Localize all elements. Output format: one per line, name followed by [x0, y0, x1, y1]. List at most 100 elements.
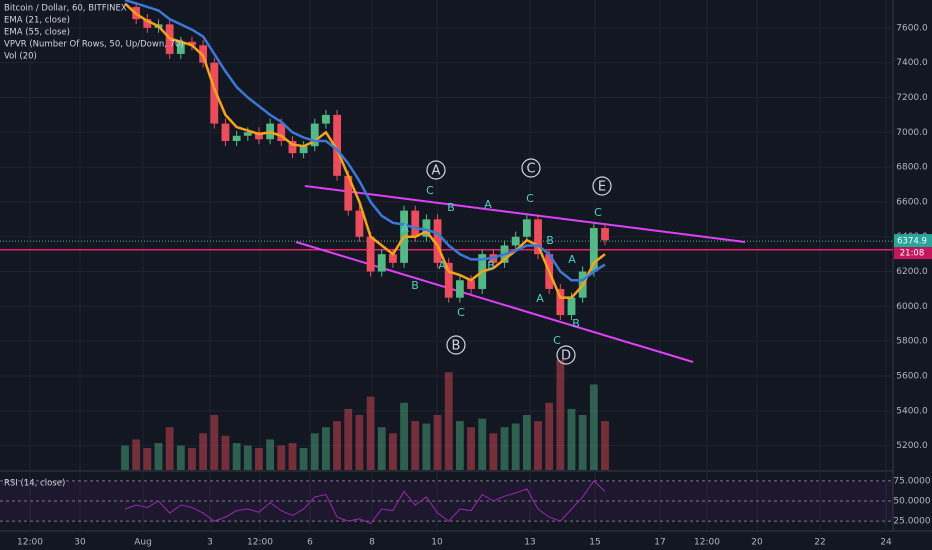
volume-bar — [601, 421, 609, 470]
volume-bar — [221, 435, 230, 470]
candle-body — [277, 123, 286, 141]
candle-body — [232, 135, 241, 141]
candle-body — [366, 236, 375, 272]
candle-body — [444, 262, 453, 298]
volume-bar — [522, 415, 531, 470]
volume-bar — [567, 408, 576, 470]
volume-bar — [266, 439, 275, 470]
wave-label: B — [487, 259, 495, 272]
y-tick-label: 5200.0 — [896, 441, 928, 451]
volume-bar — [243, 445, 252, 470]
volume-bar — [322, 427, 330, 470]
candle-body — [601, 228, 609, 241]
candle-body — [355, 210, 364, 237]
y-tick-label: 5600.0 — [896, 372, 928, 382]
candle-body — [299, 146, 308, 154]
y-tick-label: 7200.0 — [896, 93, 928, 103]
candle-body — [411, 210, 420, 237]
volume-bar — [355, 415, 364, 470]
candle-body — [422, 219, 431, 237]
ema-line — [124, 2, 606, 299]
chart-title: Bitcoin / Dollar, 60, BITFINEX — [4, 4, 127, 14]
wave-label: C — [526, 162, 535, 177]
candle-body — [534, 219, 542, 255]
x-tick-label: 20 — [751, 538, 763, 548]
rsi-title: RSI (14, close) — [4, 479, 65, 489]
wave-label: A — [432, 164, 441, 179]
x-tick-label: 3 — [207, 538, 213, 548]
wave-label: B — [452, 339, 461, 354]
wave-circle — [556, 345, 576, 365]
wave-label: A — [536, 292, 544, 305]
volume-bar — [478, 418, 487, 470]
wave-label: B — [447, 201, 455, 214]
wave-label: C — [594, 206, 602, 219]
y-tick-label: 6000.0 — [896, 302, 928, 312]
volume-bar — [467, 427, 475, 470]
candle-body — [433, 219, 442, 263]
y-tick-label: 7000.0 — [896, 128, 928, 138]
candle-body — [199, 45, 208, 63]
candle-body — [567, 297, 576, 316]
candle-body — [210, 62, 219, 124]
wave-label: D — [561, 349, 571, 364]
wave-label: B — [572, 317, 580, 330]
volume-bar — [578, 415, 587, 470]
x-tick-label: 17 — [654, 538, 665, 548]
ema-line — [124, 0, 606, 282]
price-tag — [894, 234, 932, 248]
wave-label: A — [568, 253, 576, 266]
candle-body — [455, 280, 464, 298]
candle-body — [221, 123, 230, 141]
volume-bar — [444, 372, 453, 470]
x-tick-label: 6 — [307, 538, 313, 548]
wave-label: E — [598, 180, 606, 195]
candle-body — [322, 114, 330, 124]
volume-bar — [255, 448, 263, 470]
candle-body — [188, 41, 196, 46]
x-tick-label: 24 — [880, 538, 892, 548]
volume-bar — [188, 448, 196, 470]
candle-body — [589, 228, 598, 272]
volume-bar — [455, 421, 464, 470]
volume-bar — [511, 423, 520, 470]
volume-bar — [132, 439, 141, 470]
wave-circle — [426, 160, 446, 180]
legend-entry: VPVR (Number Of Rows, 50, Up/Down, 70) — [4, 40, 184, 50]
candle-body — [389, 254, 397, 263]
volume-bar — [411, 421, 420, 470]
candle-body — [511, 236, 520, 246]
volume-bar — [377, 427, 386, 470]
volume-bar — [400, 402, 408, 470]
wave-circle — [446, 335, 466, 355]
volume-bar — [344, 408, 353, 470]
candle-body — [333, 114, 341, 176]
legend-entry: Vol (20) — [4, 52, 37, 62]
x-tick-label: 8 — [369, 538, 375, 548]
volume-bar — [210, 415, 219, 470]
wave-label: A — [438, 259, 446, 272]
y-tick-label: 6200.0 — [896, 267, 928, 277]
rsi-line — [124, 480, 606, 525]
wave-label: C — [526, 192, 534, 205]
volume-bar — [299, 448, 308, 470]
wave-label: A — [401, 222, 409, 235]
volume-bar — [165, 427, 174, 470]
legend-entry: EMA (21, close) — [4, 16, 70, 26]
x-tick-label: 22 — [814, 538, 825, 548]
candle-body — [288, 141, 297, 154]
candle-body — [176, 41, 185, 54]
candle-body — [243, 132, 252, 136]
volume-bar — [143, 448, 152, 470]
candle-body — [143, 19, 152, 28]
volume-bar — [121, 445, 129, 470]
x-tick-label: 15 — [589, 538, 600, 548]
volume-bar — [154, 443, 163, 470]
candle-body — [556, 288, 565, 316]
volume-bar — [556, 360, 565, 470]
x-tick-label: 12:00 — [694, 538, 720, 548]
y-tick-label: 5800.0 — [896, 337, 928, 347]
volume-bar — [232, 443, 241, 470]
